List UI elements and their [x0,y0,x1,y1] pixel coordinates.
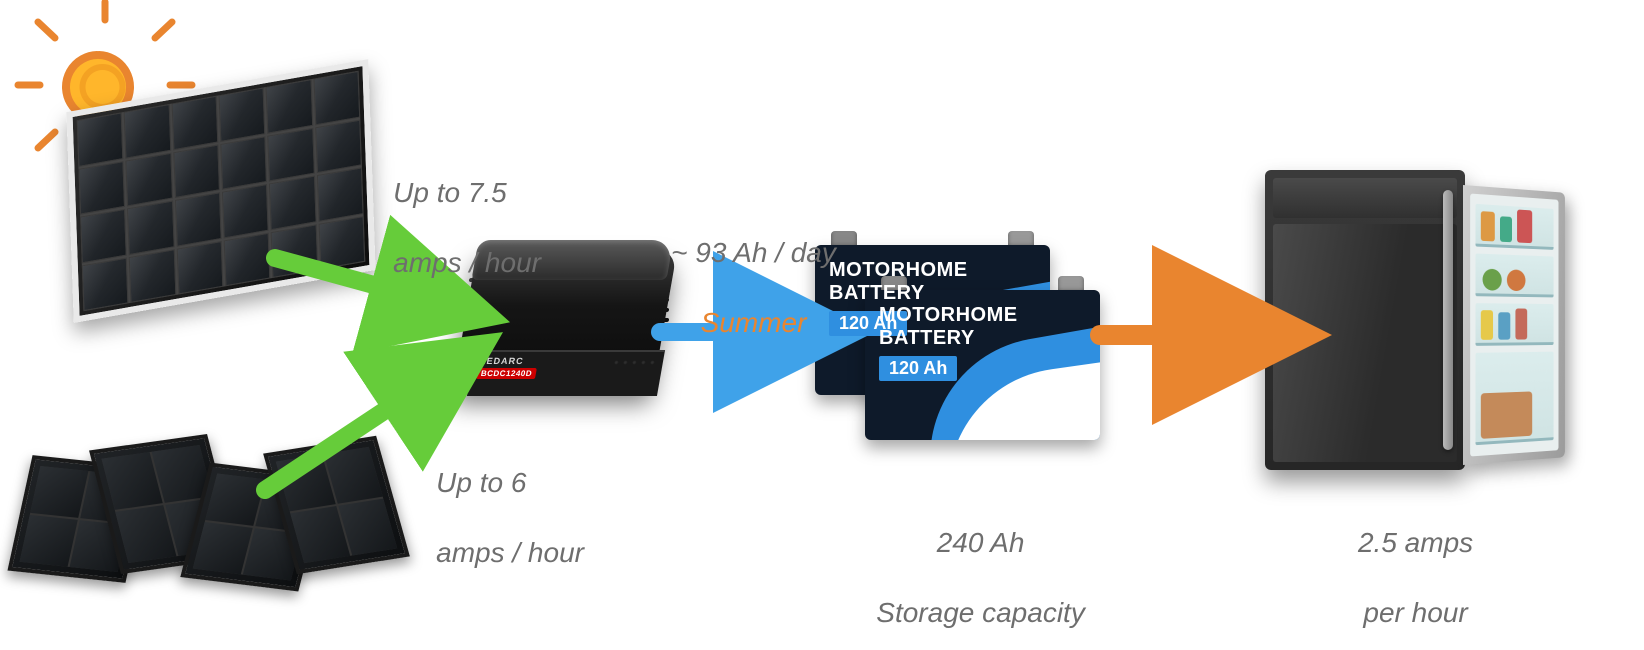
label-solar-top-line1: Up to 7.5 [393,177,507,208]
label-mid-line1: ~ 93 Ah / day [671,237,836,268]
diagram-stage: REDARC BCDC1240D MOTORHOME BATTERY 120 A… [0,0,1644,650]
label-battery-line1: 240 Ah [937,527,1025,558]
battery2-line2: BATTERY [879,327,1018,350]
label-battery-line2: Storage capacity [876,597,1085,628]
label-mid-line2: Summer [701,307,807,338]
label-solar-bottom-line2: amps / hour [436,537,584,568]
label-mid: ~ 93 Ah / day Summer [640,200,836,375]
battery1-line2: BATTERY [829,282,968,305]
label-fridge: 2.5 amps per hour [1260,490,1540,650]
battery2-line1: MOTORHOME [879,304,1018,327]
label-solar-bottom: Up to 6 amps / hour [405,430,584,605]
label-fridge-line1: 2.5 amps [1358,527,1473,558]
label-solar-bottom-line1: Up to 6 [436,467,526,498]
label-solar-top: Up to 7.5 amps / hour [362,140,541,315]
label-solar-top-line2: amps / hour [393,247,541,278]
fridge-handle [1443,190,1453,450]
battery1-line1: MOTORHOME [829,259,968,282]
battery2-capacity: 120 Ah [879,356,957,381]
label-fridge-line2: per hour [1363,597,1467,628]
label-battery: 240 Ah Storage capacity [835,490,1095,650]
